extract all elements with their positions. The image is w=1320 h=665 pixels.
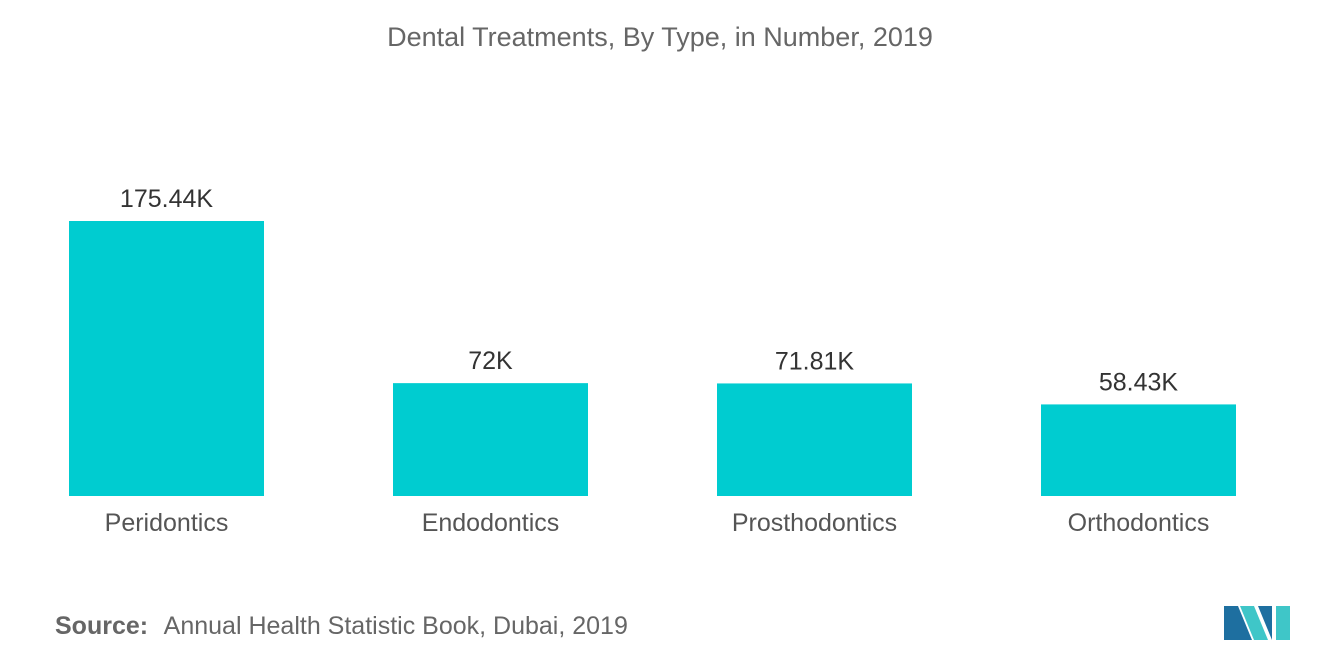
- source-text: Annual Health Statistic Book, Dubai, 201…: [163, 612, 628, 640]
- value-label-endodontics: 72K: [468, 347, 513, 375]
- value-label-orthodontics: 58.43K: [1099, 368, 1179, 396]
- mordor-intelligence-logo-icon: [1224, 606, 1290, 640]
- source-line: Source: Annual Health Statistic Book, Du…: [55, 612, 628, 641]
- chart-title: Dental Treatments, By Type, in Number, 2…: [387, 22, 933, 52]
- bars-group: 175.44K Peridontics 72K Endodontics 71.81K Pr…: [69, 185, 1236, 537]
- bar-endodontics: [393, 383, 588, 496]
- category-label-peridontics: Peridontics: [105, 509, 229, 537]
- value-label-peridontics: 175.44K: [120, 185, 213, 213]
- category-label-orthodontics: Orthodontics: [1068, 509, 1210, 537]
- bar-orthodontics: [1041, 404, 1236, 496]
- category-label-prosthodontics: Prosthodontics: [732, 509, 897, 537]
- bar-peridontics: [69, 221, 264, 496]
- value-label-prosthodontics: 71.81K: [775, 347, 855, 375]
- category-label-endodontics: Endodontics: [422, 509, 560, 537]
- source-label: Source:: [55, 612, 149, 640]
- bar-prosthodontics: [717, 383, 912, 496]
